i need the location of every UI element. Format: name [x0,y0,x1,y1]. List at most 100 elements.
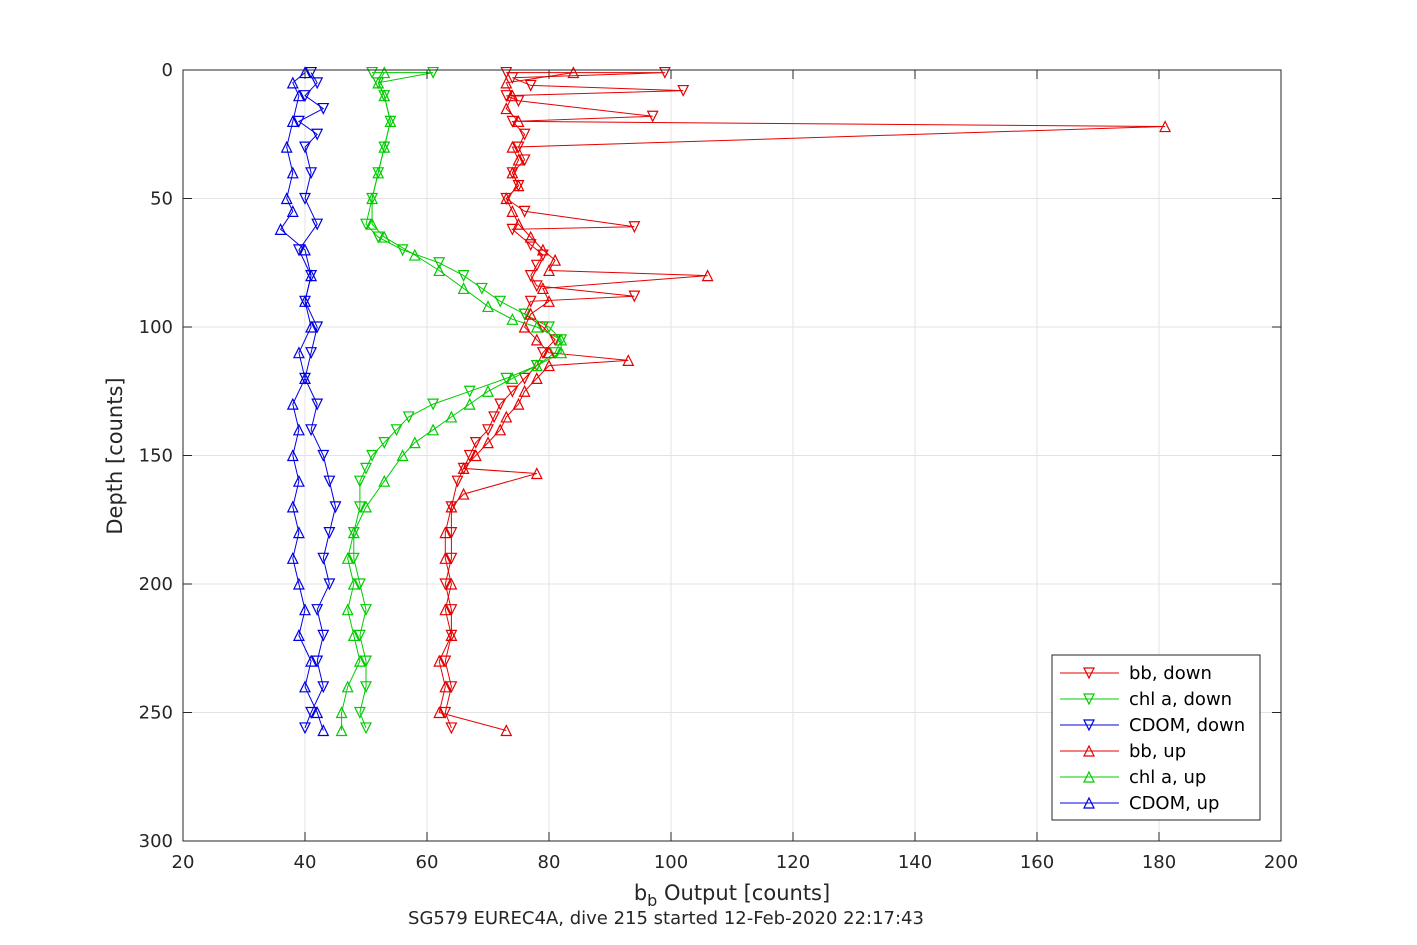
data-point-chl-a-up [408,248,421,261]
data-point-bb-down [628,290,641,303]
data-point-chl-a-down [353,629,366,642]
data-point-chl-a-down [366,66,379,79]
data-point-chl-a-down [390,424,403,437]
series-line-cdom-down [297,72,337,729]
legend-label: chl a, up [1129,767,1206,788]
data-point-bb-down [658,66,671,79]
data-point-chl-a-up [445,410,458,423]
data-point-chl-a-up [506,312,519,325]
data-point-chl-a-up [555,346,568,359]
data-point-bb-up [445,629,458,642]
data-point-cdom-down [323,578,336,591]
data-point-bb-up [500,410,513,423]
data-point-chl-a-down [366,449,379,462]
data-point-bb-up [530,372,543,384]
data-point-bb-up [543,359,555,372]
data-point-cdom-down [317,102,330,115]
data-point-bb-up [506,140,519,153]
data-point-cdom-up [286,449,299,462]
data-point-cdom-up [299,603,311,616]
data-point-bb-up [622,354,635,367]
data-point-chl-a-down [378,437,391,449]
data-point-bb-up [506,166,519,179]
series-layer [274,66,1172,737]
data-point-cdom-up [299,294,311,307]
x-tick-label: 120 [776,852,810,873]
data-point-bb-down [530,259,543,272]
data-point-cdom-down [317,681,330,694]
data-point-chl-a-up [353,654,366,667]
data-point-chl-a-up [341,603,354,616]
legend: bb, down chl a, down CDOM, down bb, up chl a… [1051,654,1261,821]
ticks: 20 40 60 80 100 120 140 160 180 200 0 50 100 150 200 25… [139,60,1299,873]
data-point-cdom-up [274,222,287,235]
data-point-bb-down [524,79,537,92]
data-point-chl-a-up [347,526,360,539]
data-point-chl-a-up [372,76,385,89]
data-point-chl-a-up [378,474,391,487]
x-tick-label: 180 [1142,852,1176,873]
data-point-bb-up [500,724,513,737]
data-point-chl-a-down [433,257,446,270]
data-point-chl-a-up [427,423,440,436]
data-point-chl-a-down [360,604,372,617]
data-point-bb-up [512,217,525,230]
data-point-bb-down [500,90,513,103]
data-point-chl-a-up [482,384,494,397]
data-point-bb-up [469,449,482,462]
data-point-cdom-down [305,167,318,180]
x-tick-label: 80 [538,852,561,873]
data-point-chl-a-down [360,681,372,694]
data-point-cdom-down [311,321,324,334]
data-point-bb-up [439,526,452,539]
data-point-chl-a-up [335,724,348,737]
data-point-bb-down [518,154,531,167]
series-line-cdom-up [279,72,324,731]
data-point-chl-a-down [360,218,372,231]
data-point-cdom-down [311,218,324,231]
legend-label: bb, down [1129,663,1212,684]
legend-marker [1083,770,1095,783]
data-point-cdom-down [311,128,324,141]
x-tick-label: 200 [1264,852,1298,873]
data-point-cdom-down [305,347,318,360]
data-point-bb-down [445,722,458,735]
data-point-chl-a-down [427,66,440,79]
data-point-bb-up [543,346,555,359]
series-line-bb-up [438,72,1166,731]
legend-item: chl a, up [1060,767,1206,788]
data-point-cdom-up [292,346,305,359]
data-point-bb-up [439,603,452,616]
data-point-cdom-up [305,320,318,333]
data-point-chl-a-down [360,655,372,668]
data-point-bb-down [445,526,458,539]
data-point-bb-down [439,706,452,719]
data-point-bb-down [524,239,537,252]
x-tick-label: 40 [294,852,317,873]
data-point-bb-down [628,221,641,234]
data-point-bb-up [549,253,562,266]
data-point-bb-down [494,398,507,411]
data-point-bb-down [463,449,476,462]
caption-part-b: started 12-Feb-2020 22:17:43 [654,908,924,929]
data-point-bb-down [518,372,531,385]
data-point-cdom-up [311,706,324,719]
data-point-chl-a-up [384,115,397,128]
data-point-chl-a-up [506,372,519,384]
data-point-bb-down [439,655,452,668]
x-tick-label: 60 [416,852,439,873]
data-point-bb-up [518,384,531,397]
data-point-cdom-up [292,89,305,102]
data-point-bb-up [524,307,537,320]
data-point-bb-up [524,230,537,243]
data-point-bb-down [451,475,464,488]
data-point-bb-down [506,115,519,128]
data-point-chl-a-up [378,89,391,102]
data-point-bb-up [530,467,543,480]
data-point-bb-up [512,153,525,166]
data-point-cdom-down [317,629,330,642]
data-point-bb-down [506,385,519,398]
data-point-chl-a-down [463,385,476,398]
data-point-chl-a-down [543,321,555,334]
data-point-cdom-up [286,115,299,128]
